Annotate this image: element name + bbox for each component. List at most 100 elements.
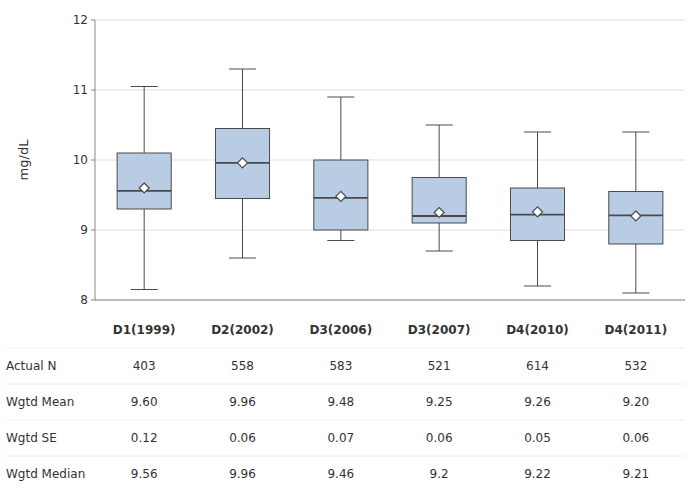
table-cell: 0.06 [229, 431, 256, 445]
box [609, 192, 663, 245]
table-rule [6, 456, 685, 457]
table-cell: 9.96 [229, 395, 256, 409]
tick-label: 12 [73, 13, 88, 27]
table-cell: 558 [231, 359, 254, 373]
tick-mark [91, 160, 95, 161]
table-row-label: Wgtd Mean [6, 395, 74, 409]
cap-low [426, 251, 453, 252]
table-cell: 9.21 [622, 467, 649, 481]
box-group [117, 87, 171, 290]
category-label: D4(2011) [604, 323, 667, 337]
box [412, 178, 466, 224]
whisker-low [439, 223, 440, 251]
table-rule [6, 348, 685, 349]
whisker-low [635, 244, 636, 293]
whisker-low [242, 199, 243, 259]
tick-label: 8 [80, 293, 88, 307]
category-label: D3(2006) [309, 323, 372, 337]
mean-marker [336, 191, 346, 201]
table: D1(1999) D2(2002) D3(2006) D3(2007) D4(2010)… [6, 323, 685, 481]
grid-line [95, 90, 685, 91]
table-cell: 403 [133, 359, 156, 373]
y-axis-label: mg/dL [16, 139, 31, 181]
grid-line [95, 230, 685, 231]
cap-high [622, 132, 649, 133]
mean-marker [139, 183, 149, 193]
category-label: D1(1999) [113, 323, 176, 337]
chart: 8 9 10 11 12 mg/dL D1(1999) D2(2002) D3(2006) D3(… [0, 0, 700, 500]
mean-marker [238, 158, 248, 168]
grid-line [95, 300, 685, 301]
mean-marker [434, 208, 444, 218]
grid-line [95, 160, 685, 161]
tick-label: 10 [73, 153, 88, 167]
whisker-high [340, 97, 341, 160]
table-cell: 9.46 [327, 467, 354, 481]
cap-high [524, 132, 551, 133]
box-group [314, 97, 368, 241]
table-cell: 521 [428, 359, 451, 373]
cap-low [622, 293, 649, 294]
table-cell: 9.26 [524, 395, 551, 409]
table-rule [6, 420, 685, 421]
tick-mark [91, 300, 95, 301]
category-label: D3(2007) [408, 323, 471, 337]
whisker-low [144, 209, 145, 290]
table-row-label: Wgtd Median [6, 467, 85, 481]
table-cell: 0.12 [131, 431, 158, 445]
table-cell: 9.25 [426, 395, 453, 409]
cap-low [229, 258, 256, 259]
table-cell: 583 [329, 359, 352, 373]
cap-low [524, 286, 551, 287]
table-cell: 9.22 [524, 467, 551, 481]
box-group [510, 132, 564, 286]
mean-marker [533, 207, 543, 217]
whisker-low [537, 241, 538, 287]
table-cell: 9.2 [430, 467, 449, 481]
whisker-low [340, 230, 341, 241]
box-group [215, 69, 269, 258]
cap-high [426, 125, 453, 126]
cap-high [229, 69, 256, 70]
category-label: D4(2010) [506, 323, 569, 337]
x-axis-line [95, 300, 685, 301]
plot-area [117, 69, 663, 293]
box-group [412, 125, 466, 251]
table-cell: 9.20 [622, 395, 649, 409]
table-cell: 9.96 [229, 467, 256, 481]
tick-mark [91, 20, 95, 21]
tick-mark [91, 90, 95, 91]
tick-label: 9 [80, 223, 88, 237]
table-cell: 0.07 [327, 431, 354, 445]
cap-low [131, 289, 158, 290]
y-axis-line [95, 20, 96, 300]
table-cell: 614 [526, 359, 549, 373]
cap-high [327, 97, 354, 98]
table-rule [6, 384, 685, 385]
whisker-high [635, 132, 636, 192]
mean-marker [631, 211, 641, 221]
table-cell: 9.56 [131, 467, 158, 481]
whisker-high [144, 87, 145, 154]
cap-high [131, 86, 158, 87]
table-cell: 0.06 [426, 431, 453, 445]
tick-label: 11 [73, 83, 88, 97]
table-cell: 0.06 [622, 431, 649, 445]
table-row-label: Wgtd SE [6, 431, 57, 445]
box [117, 153, 171, 209]
grid-line [95, 20, 685, 21]
tick-mark [91, 230, 95, 231]
table-cell: 9.60 [131, 395, 158, 409]
cap-low [327, 240, 354, 241]
whisker-high [537, 132, 538, 188]
box [215, 129, 269, 199]
whisker-high [439, 125, 440, 178]
box-group [609, 132, 663, 293]
table-cell: 9.48 [327, 395, 354, 409]
whisker-high [242, 69, 243, 129]
box [510, 188, 564, 241]
box [314, 160, 368, 230]
category-label: D2(2002) [211, 323, 274, 337]
grid [95, 20, 685, 300]
table-row-label: Actual N [6, 359, 56, 373]
